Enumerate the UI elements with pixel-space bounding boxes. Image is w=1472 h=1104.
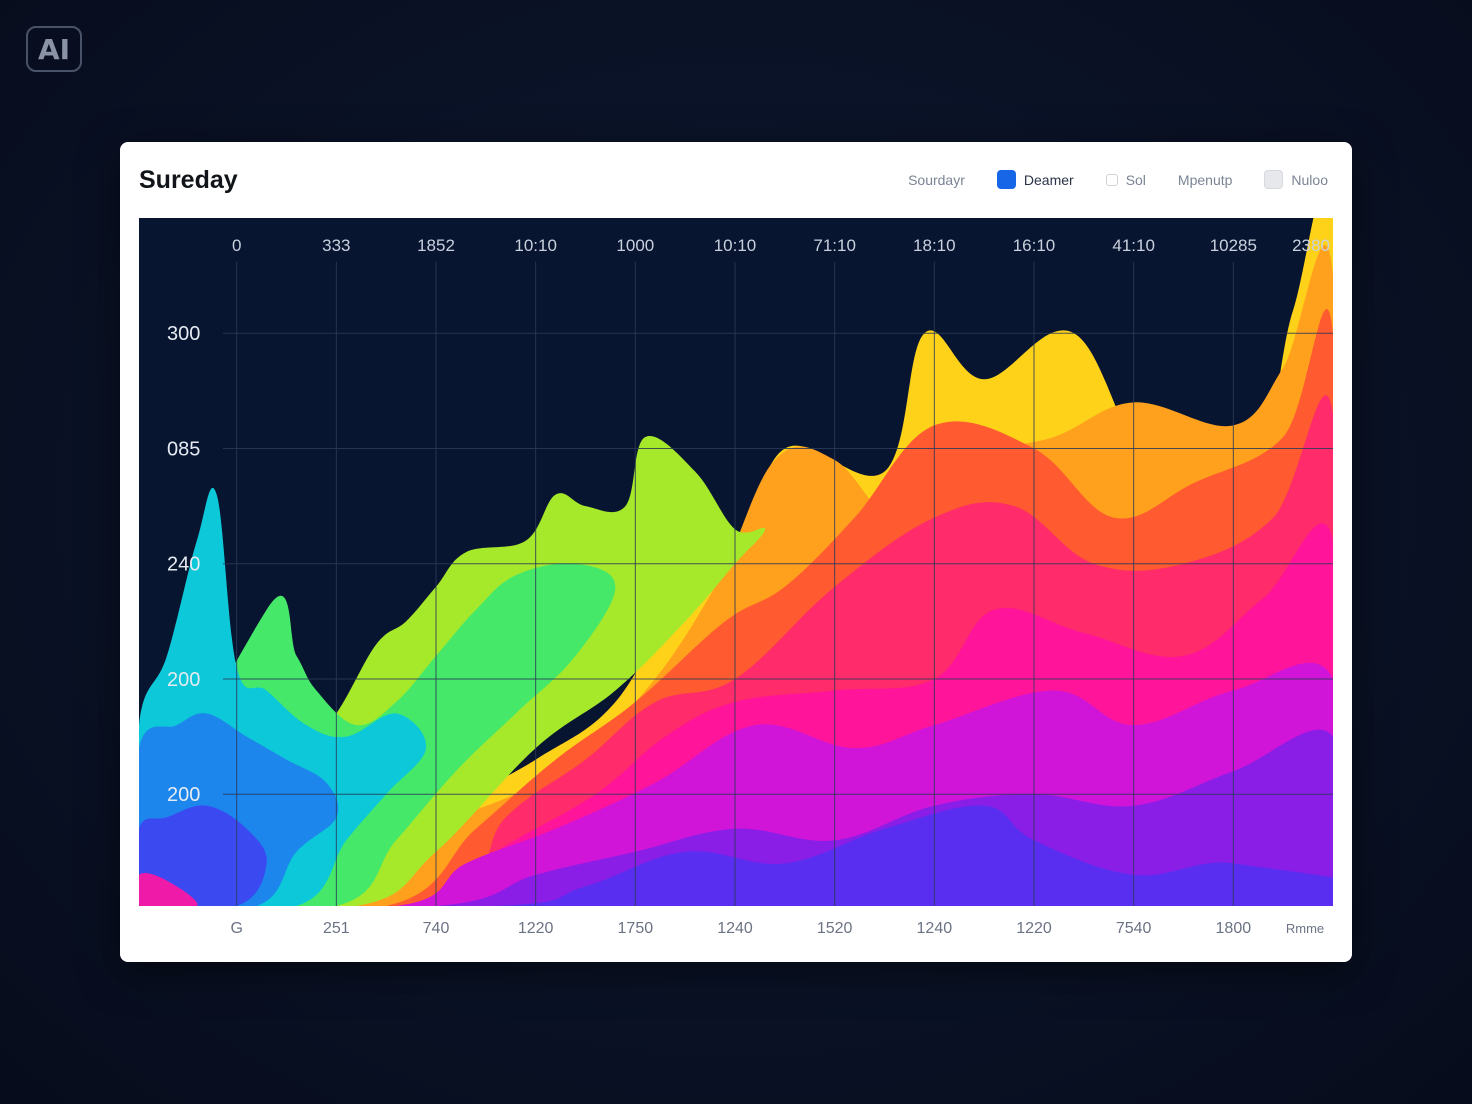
bottom-tick-label: 1240	[917, 920, 953, 937]
y-axis-label: 300	[167, 323, 200, 345]
bottom-tick-label: 1240	[717, 920, 753, 937]
top-tick-label: 2380	[1292, 236, 1330, 255]
y-axis-label: 240	[167, 554, 200, 576]
legend-item-mpenutp[interactable]: Mpenutp	[1178, 172, 1232, 188]
top-tick-label: 333	[322, 236, 350, 255]
ai-logo-badge: AI	[26, 26, 82, 72]
card-title: Sureday	[139, 166, 238, 194]
area-chart: 0 333 1852 10:10 1000 10:10 71:10 18:10 16:10 41:…	[139, 218, 1333, 906]
top-tick-label: 10:10	[714, 236, 757, 255]
grid-lines	[223, 262, 1333, 906]
ai-badge-label: AI	[37, 32, 71, 66]
legend-item-nuloo[interactable]: Nuloo	[1264, 170, 1328, 189]
area-layer-13	[139, 873, 198, 906]
chart-card: Sureday Sourdayr Deamer Sol Mpenutp	[120, 142, 1352, 962]
bottom-tick-label: 1750	[618, 920, 654, 937]
bottom-tick-label: Rmme	[1286, 921, 1324, 936]
legend-label: Deamer	[1023, 171, 1074, 188]
top-tick-label: 18:10	[913, 236, 956, 255]
chart-legend: Sourdayr Deamer Sol Mpenutp Nuloo	[908, 170, 1328, 189]
bottom-tick-label: 1220	[1016, 920, 1052, 937]
y-axis-label: 085	[167, 438, 200, 460]
legend-swatch-blue	[996, 170, 1016, 189]
top-tick-label: 16:10	[1013, 236, 1056, 255]
bottom-tick-label: 251	[323, 920, 350, 937]
legend-item-sol[interactable]: Sol	[1105, 171, 1146, 188]
bottom-tick-label: G	[230, 920, 242, 937]
bottom-tick-label: 1520	[817, 920, 853, 937]
top-tick-label: 10285	[1210, 236, 1257, 255]
bottom-tick-label: 7540	[1116, 920, 1152, 937]
top-tick-label: 10:10	[514, 236, 557, 255]
top-tick-label: 1852	[417, 236, 455, 255]
legend-label: Mpenutp	[1177, 171, 1233, 188]
legend-item-sourdayr[interactable]: Sourdayr	[908, 172, 965, 188]
bottom-tick-label: 1220	[518, 920, 554, 937]
legend-swatch-outline	[1105, 173, 1118, 186]
top-tick-label: 1000	[616, 236, 654, 255]
top-tick-label: 41:10	[1112, 236, 1155, 255]
legend-item-deamer[interactable]: Deamer	[996, 170, 1074, 189]
legend-label: Sol	[1125, 171, 1146, 188]
legend-label: Sourdayr	[908, 171, 965, 188]
top-tick-label: 0	[232, 236, 241, 255]
bottom-tick-label: 740	[423, 920, 450, 937]
legend-swatch-grey	[1264, 170, 1284, 189]
y-axis-label: 200	[167, 669, 200, 691]
bottom-tick-label: 1800	[1216, 920, 1252, 937]
y-axis-label: 200	[167, 784, 200, 806]
legend-label: Nuloo	[1291, 171, 1328, 188]
bottom-axis: G 251 740 1220 1750 1240 1520 1240 1220 7540 1800 R…	[230, 920, 1324, 937]
top-tick-label: 71:10	[813, 236, 856, 255]
area-layer-12	[139, 805, 267, 906]
